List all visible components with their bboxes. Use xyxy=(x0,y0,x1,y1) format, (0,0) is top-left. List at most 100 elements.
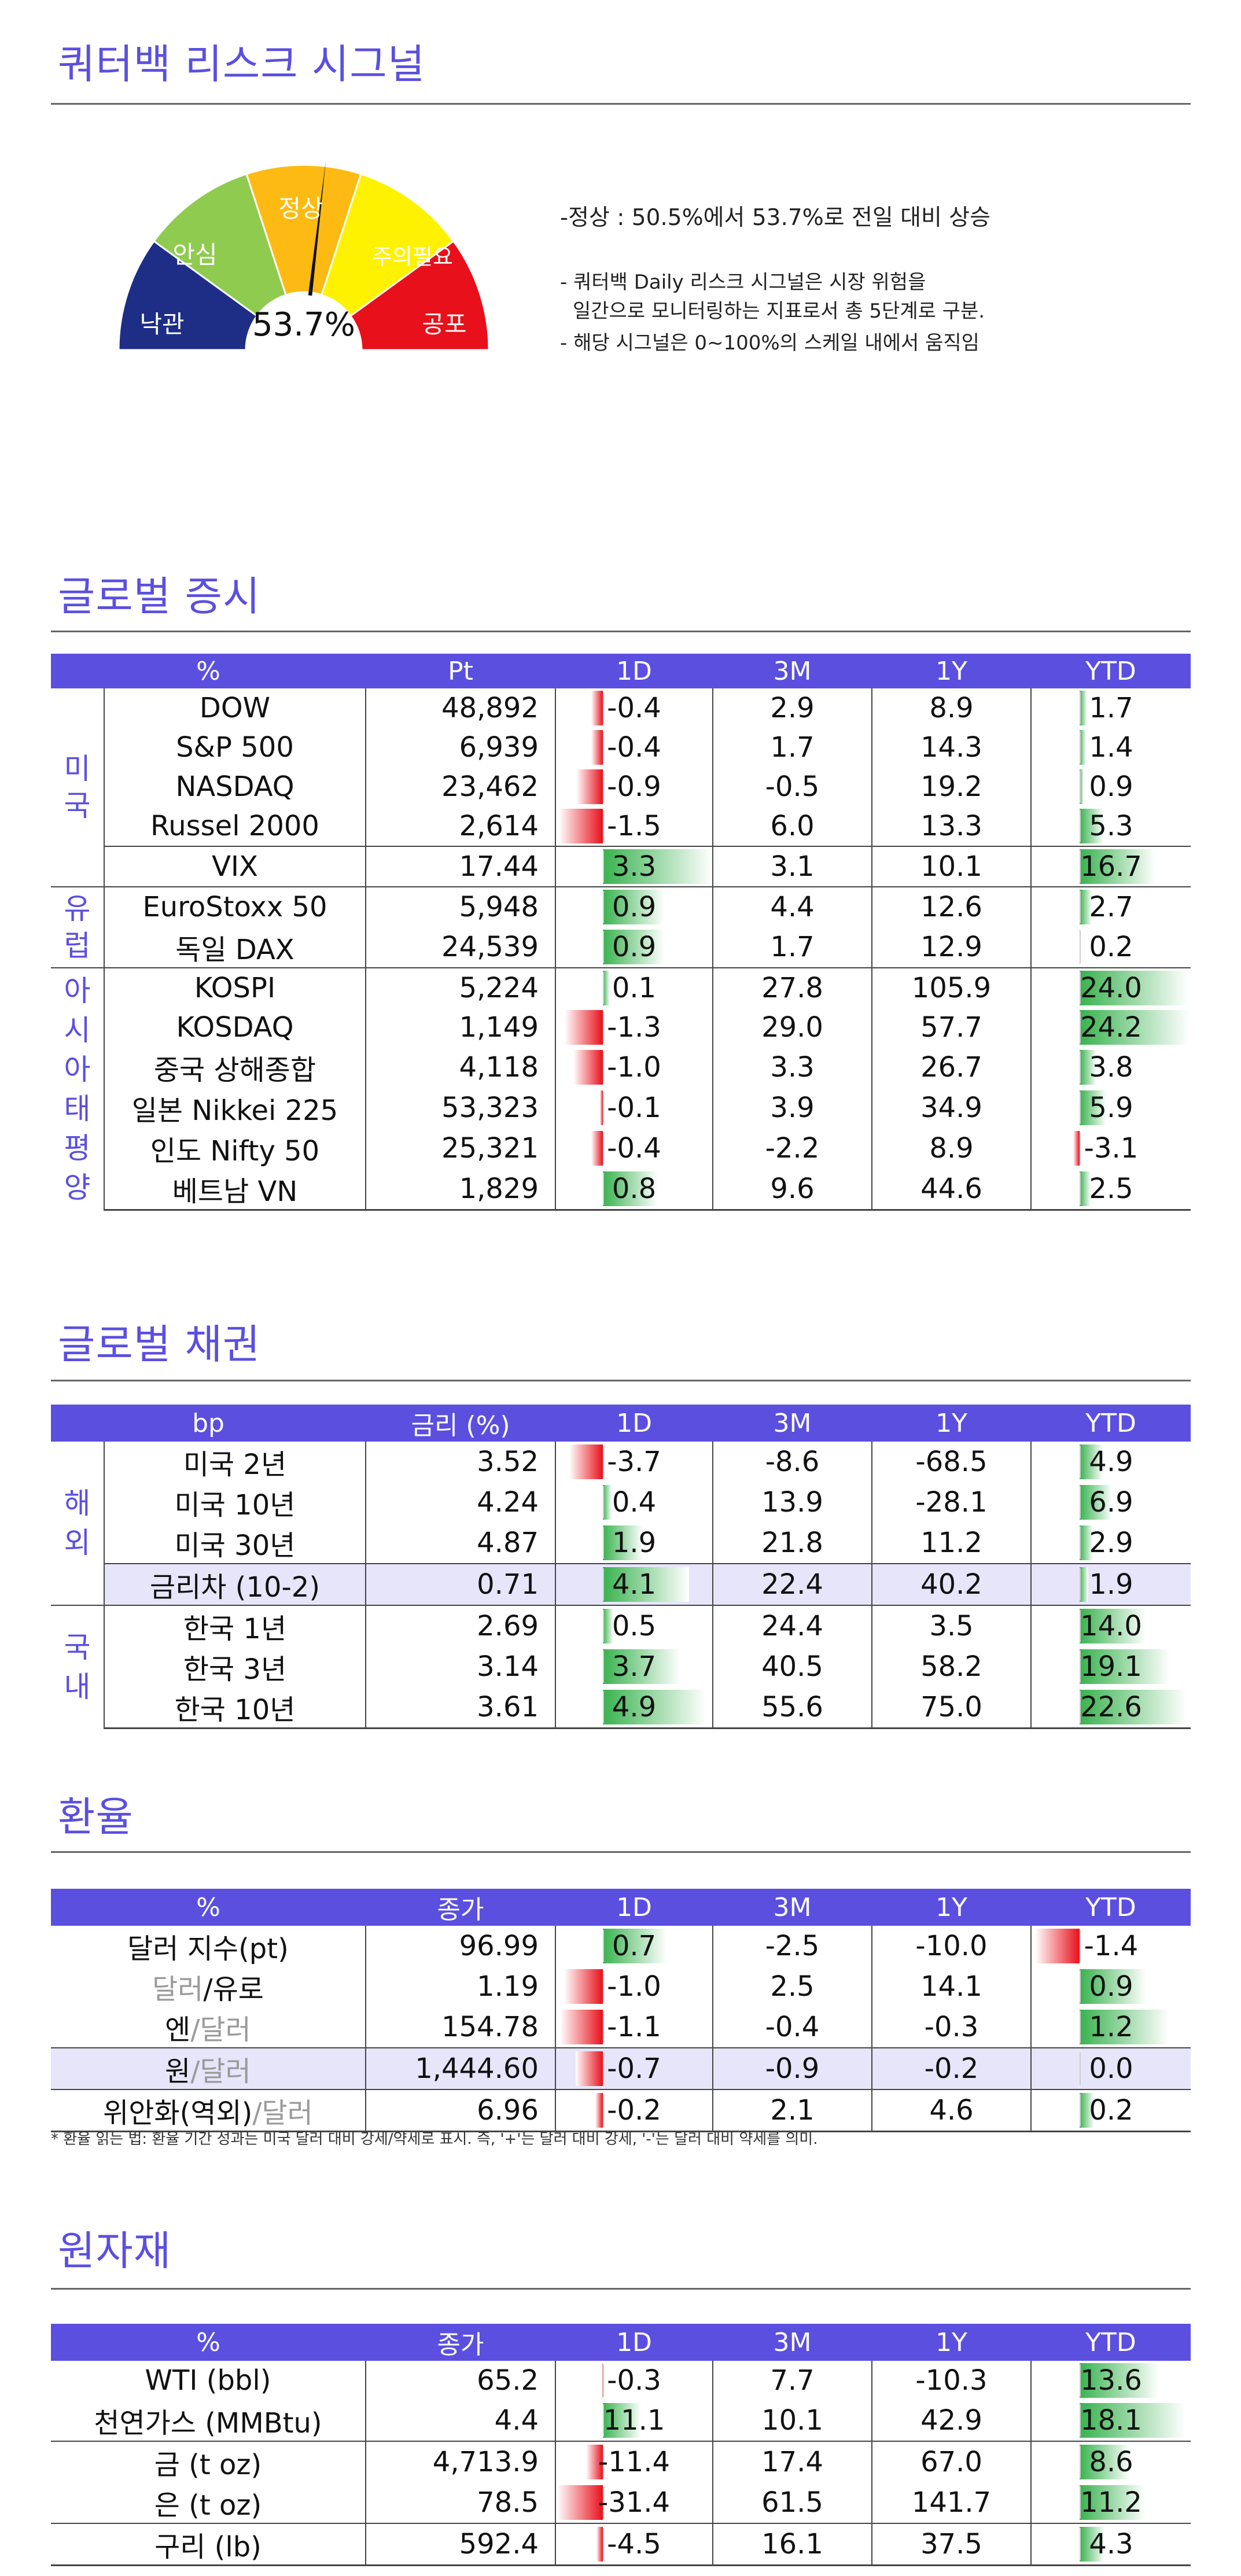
value: 1.4 xyxy=(1089,731,1133,764)
zero-line xyxy=(1079,1568,1081,1601)
zero-line xyxy=(1079,1527,1081,1559)
name-suffix: /달러 xyxy=(190,2014,251,2046)
cell-ytd: -1.4 xyxy=(1030,1926,1191,1966)
header-cell: 종가 xyxy=(366,2324,555,2361)
bar-positive xyxy=(1079,691,1087,725)
row-name: Russel 2000 xyxy=(104,806,366,846)
cell-d1: 4.1 xyxy=(555,1563,713,1605)
gauge-seg-optimism xyxy=(117,239,259,351)
zero-line xyxy=(1079,1446,1081,1478)
gauge-seg-fear xyxy=(349,239,490,351)
value: 24.0 xyxy=(1080,972,1142,1004)
zero-line xyxy=(603,692,604,724)
cell-m3: 3.1 xyxy=(712,846,872,887)
table-header-row: % Pt 1D 3M 1Y YTD xyxy=(51,654,1191,688)
cell-m3: 4.4 xyxy=(712,886,872,927)
row-name: DOW xyxy=(104,688,366,728)
table-row: 유 럽 EuroStoxx 50 5,948 0.9 4.4 12.6 2.7 xyxy=(51,886,1191,968)
value: 3.8 xyxy=(1089,1051,1133,1084)
close-value: 17.44 xyxy=(365,846,555,887)
row-name: VIX xyxy=(104,846,366,887)
close-value: 96.99 xyxy=(365,1926,555,1966)
zero-line xyxy=(603,1691,605,1723)
cell-y1: 13.3 xyxy=(871,806,1031,846)
table-row: 위안화(역외)/달러 6.96 -0.2 2.1 4.6 0.2 xyxy=(51,2089,1191,2132)
header-cell: 1D xyxy=(555,1889,713,1926)
bar-positive xyxy=(1079,1567,1089,1602)
value: -1.1 xyxy=(607,2011,661,2043)
gauge-label-fear: 공포 xyxy=(422,310,466,338)
zero-line xyxy=(1079,1173,1081,1205)
header-cell: 1Y xyxy=(872,2324,1031,2361)
value: 13.6 xyxy=(1080,2364,1142,2397)
zero-line xyxy=(603,1173,604,1205)
zero-line xyxy=(603,850,604,883)
bar-positive xyxy=(603,930,665,964)
name-suffix: /유로 xyxy=(203,1973,264,2006)
bar-positive xyxy=(1079,1050,1097,1085)
cell-d1: 0.7 xyxy=(555,1926,713,1966)
value: 2.7 xyxy=(1089,891,1133,923)
zero-line xyxy=(603,1970,604,2003)
cell-d1: -0.2 xyxy=(555,2089,713,2132)
table-row: 미국 30년 4.87 1.9 21.8 11.2 2.9 xyxy=(51,1523,1191,1564)
gauge-needle xyxy=(308,160,326,296)
value: 4.1 xyxy=(612,1568,657,1601)
cell-m3: 24.4 xyxy=(712,1605,872,1646)
row-name: 달러 지수(pt) xyxy=(51,1926,366,1966)
bar-positive xyxy=(1079,1010,1190,1045)
zero-line xyxy=(603,1527,605,1559)
cell-d1: 1.9 xyxy=(555,1523,713,1564)
cell-y1: 12.6 xyxy=(871,886,1031,927)
cell-m3: 1.7 xyxy=(712,927,872,968)
bar-negative xyxy=(591,730,603,765)
table-row: 은 (t oz) 78.5 -31.4 61.5 141.7 11.2 xyxy=(51,2482,1191,2523)
value: 5.9 xyxy=(1089,1092,1133,1124)
row-name: WTI (bbl) xyxy=(145,2364,271,2397)
bar-positive xyxy=(1079,1649,1170,1684)
value: -1.4 xyxy=(1084,1930,1139,1962)
cell-m3: 6.0 xyxy=(712,806,872,846)
zero-line xyxy=(603,1610,605,1642)
cell-m3: 2.5 xyxy=(712,1966,872,2007)
table-row: 아 시 아 태 평 양 KOSPI 5,224 0.1 27.8 105.9 24.0 xyxy=(51,967,1191,1210)
cell-y1: 11.2 xyxy=(871,1523,1032,1564)
name-main: 달러 xyxy=(152,1973,204,2006)
zero-line xyxy=(1079,2094,1081,2127)
divider xyxy=(51,1851,1191,1853)
value: 1.2 xyxy=(1089,2011,1133,2043)
cell-d1: -4.5 xyxy=(555,2523,713,2566)
gauge-seg-relief xyxy=(153,172,287,318)
table-row: 달러/유로 1.19 -1.0 2.5 14.1 0.9 xyxy=(51,1966,1191,2007)
value: -0.9 xyxy=(607,771,661,803)
cell-m3: 27.8 xyxy=(712,967,872,1008)
cell-d1: -0.7 xyxy=(555,2047,713,2089)
header-cell: % xyxy=(51,654,366,688)
close-value: 3.61 xyxy=(365,1687,556,1729)
name-suffix: /달러 xyxy=(252,2097,313,2129)
cell-d1: -0.1 xyxy=(555,1088,713,1128)
row-name: 위안화(역외)/달러 xyxy=(51,2089,366,2132)
zero-line xyxy=(1079,2446,1081,2478)
bar-negative xyxy=(559,809,603,843)
close-value: 1,444.60 xyxy=(365,2047,555,2089)
header-cell: YTD xyxy=(1031,1405,1191,1442)
row-name: 베트남 VN xyxy=(104,1169,366,1211)
cell-d1: 3.7 xyxy=(555,1646,713,1687)
row-name: KOSPI xyxy=(104,967,366,1008)
close-value: 23,462 xyxy=(365,767,555,806)
bar-positive xyxy=(1079,971,1189,1005)
cell-d1: 0.8 xyxy=(555,1169,713,1211)
cell-m3: 22.4 xyxy=(712,1563,872,1605)
risk-gauge: 낙관 안심 정상 주의필요 공포 53.7% xyxy=(117,160,490,351)
value: 22.6 xyxy=(1080,1691,1142,1723)
group-label: 해 외 xyxy=(64,1487,91,1560)
bar-positive xyxy=(603,1929,667,1963)
cell-d1: -1.0 xyxy=(555,1966,713,2007)
table-row: 미국 10년 4.24 0.4 13.9 -28.1 6.9 xyxy=(51,1482,1191,1523)
divider xyxy=(51,2288,1191,2290)
cell-d1: -31.4 xyxy=(555,2482,713,2523)
bar-positive xyxy=(1079,1090,1106,1125)
close-value: 78.5 xyxy=(365,2482,555,2523)
bar-negative xyxy=(573,1050,603,1085)
